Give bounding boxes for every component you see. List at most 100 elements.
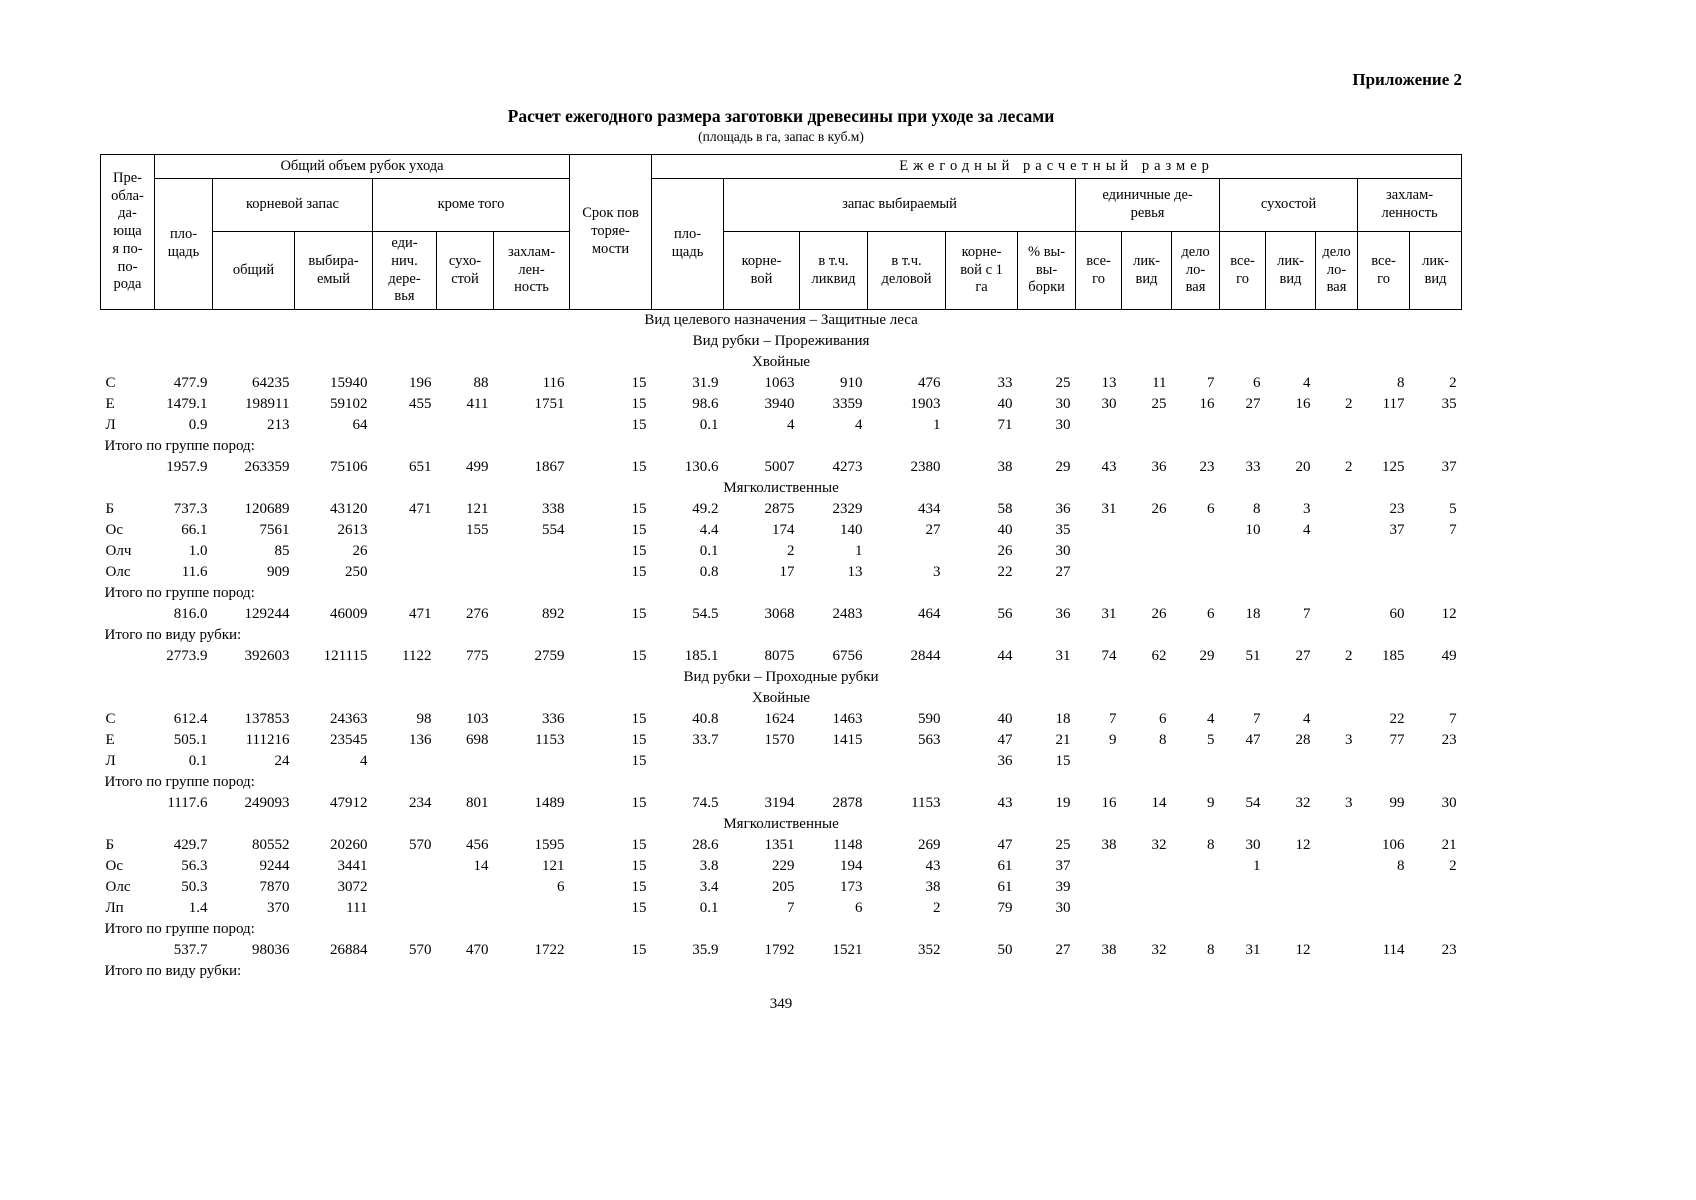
value-cell: 4 (1303, 522, 1311, 538)
col-header-incl-business: в т.ч. деловой (867, 231, 947, 310)
value-cell: 4 (360, 753, 368, 769)
group-header-deadwood: сухостой (1219, 178, 1359, 232)
value-cell: 29 (1055, 459, 1071, 475)
value-cell: 7 (1207, 375, 1215, 391)
value-cell: 15 (631, 879, 647, 895)
col-header-root-per-ha: корне- вой с 1 га (945, 231, 1019, 310)
value-cell: 44 (997, 648, 1013, 664)
value-cell: 2773.9 (166, 648, 208, 664)
value-cell: 79 (997, 900, 1013, 916)
value-cell (1266, 751, 1316, 772)
value-cell: 35.9 (692, 942, 719, 958)
value-cell (437, 415, 494, 436)
table-body: Вид целевого назначения – Защитные леса В… (101, 310, 1462, 983)
value-cell: 456 (466, 837, 489, 853)
value-cell: 15 (1055, 753, 1071, 769)
value-cell (1076, 751, 1122, 772)
value-cell (373, 898, 437, 919)
value-cell: 470 (466, 942, 489, 958)
table-row: Б 429.7 80552 20260 570 456 1595 15 28.6 1351 1148… (101, 835, 1462, 856)
value-cell: 8 (1159, 732, 1167, 748)
value-cell (800, 751, 868, 772)
value-cell: 801 (466, 795, 489, 811)
value-cell: 29 (1199, 648, 1215, 664)
col-header-species: Пре- обла- да- юща я по- по- рода (100, 154, 155, 310)
value-cell: 13 (1101, 375, 1117, 391)
value-cell: 505.1 (173, 732, 208, 748)
group-header-total-volume: Общий объем рубок ухода (153, 154, 571, 179)
value-cell: 30 (1055, 900, 1071, 916)
value-cell: 1153 (911, 795, 941, 811)
value-cell: 2329 (832, 501, 863, 517)
value-cell: 910 (840, 375, 863, 391)
value-cell: 35 (1441, 396, 1457, 412)
value-cell: 15 (631, 396, 647, 412)
value-cell: 40.8 (692, 711, 719, 727)
value-cell: 464 (918, 606, 941, 622)
value-cell: 3068 (764, 606, 795, 622)
value-cell: 0.1 (699, 543, 719, 559)
value-cell: 17 (779, 564, 795, 580)
value-cell (1316, 499, 1358, 520)
value-cell: 1 (855, 543, 863, 559)
value-cell: 32 (1151, 942, 1167, 958)
value-cell (1410, 877, 1462, 898)
value-cell (1358, 877, 1410, 898)
value-cell: 185.1 (684, 648, 719, 664)
value-cell (373, 856, 437, 877)
value-cell: 43 (997, 795, 1013, 811)
value-cell: 130.6 (684, 459, 719, 475)
value-cell: 15 (631, 648, 647, 664)
value-cell (373, 562, 437, 583)
value-cell: 38 (1101, 837, 1117, 853)
value-cell: 37 (1441, 459, 1457, 475)
species-cell: С (105, 711, 116, 727)
value-cell: 47 (997, 732, 1013, 748)
value-cell: 25 (1055, 837, 1071, 853)
value-cell: 140 (840, 522, 863, 538)
table-row: Олс 50.3 7870 3072 6 15 3.4 205 173 38 61 39 (101, 877, 1462, 898)
value-cell: 2 (1345, 459, 1353, 475)
value-cell (1076, 877, 1122, 898)
col-header-single-total: все- го (1075, 231, 1123, 310)
value-cell: 173 (840, 879, 863, 895)
value-cell (1410, 541, 1462, 562)
table-row: 2773.9 392603 121115 1122 775 2759 15 185.1 8075… (101, 646, 1462, 667)
value-cell: 2 (1345, 648, 1353, 664)
value-cell: 30 (1055, 543, 1071, 559)
value-cell: 775 (466, 648, 489, 664)
value-cell: 1479.1 (166, 396, 208, 412)
section-heading: Вид целевого назначения – Защитные леса (644, 312, 918, 328)
value-cell: 28.6 (692, 837, 719, 853)
value-cell: 30 (1245, 837, 1261, 853)
value-cell: 24 (274, 753, 290, 769)
value-cell (1316, 751, 1358, 772)
value-cell: 6 (855, 900, 863, 916)
table-row: С 612.4 137853 24363 98 103 336 15 40.8 1624 1463 5… (101, 709, 1462, 730)
value-cell: 9 (1109, 732, 1117, 748)
value-cell: 36 (1055, 501, 1071, 517)
value-cell: 6 (1159, 711, 1167, 727)
value-cell (868, 751, 946, 772)
value-cell: 1521 (832, 942, 863, 958)
value-cell: 16 (1199, 396, 1215, 412)
value-cell (437, 877, 494, 898)
table-row: С 477.9 64235 15940 196 88 116 15 31.9 1063 910 476… (101, 373, 1462, 394)
value-cell: 15 (631, 501, 647, 517)
value-cell: 1148 (833, 837, 863, 853)
value-cell: 106 (1382, 837, 1405, 853)
value-cell (1172, 877, 1220, 898)
value-cell: 27 (1055, 942, 1071, 958)
value-cell (373, 877, 437, 898)
value-cell: 38 (925, 879, 941, 895)
species-cell (101, 646, 155, 667)
value-cell (373, 415, 437, 436)
value-cell: 698 (466, 732, 489, 748)
value-cell: 61 (997, 858, 1013, 874)
species-cell: Ос (105, 858, 124, 874)
species-cell: Олс (105, 879, 131, 895)
value-cell: 12 (1295, 942, 1311, 958)
value-cell: 54 (1245, 795, 1261, 811)
value-cell: 554 (542, 522, 565, 538)
table-row: Олс 11.6 909 250 15 0.8 17 13 3 22 27 (101, 562, 1462, 583)
